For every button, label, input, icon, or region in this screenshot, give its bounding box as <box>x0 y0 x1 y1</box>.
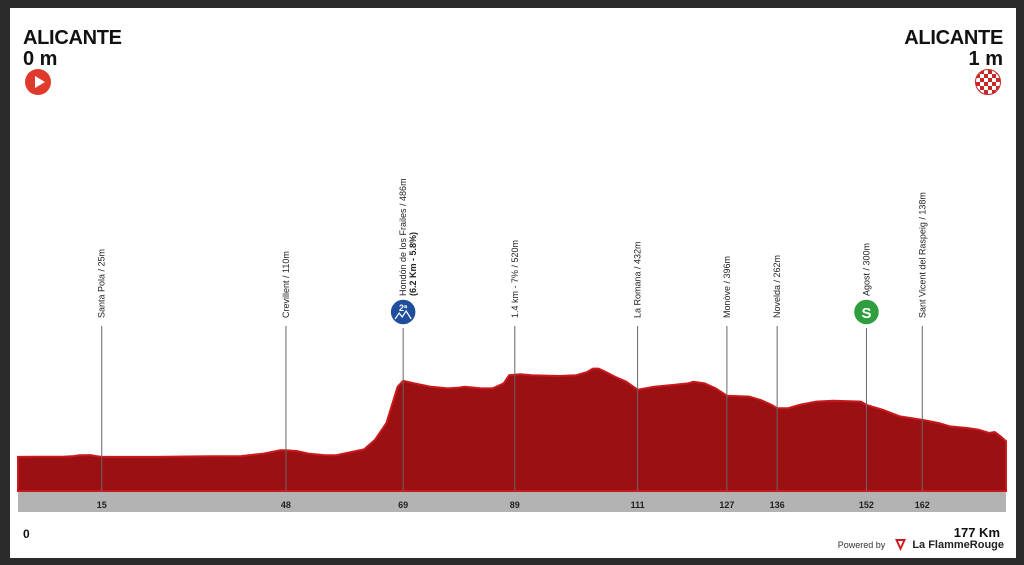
km-tick-label: 152 <box>859 500 874 510</box>
km-start-label: 0 <box>23 527 30 541</box>
km-tick-label: 15 <box>97 500 107 510</box>
marker-label: Monòve / 396m <box>722 256 732 318</box>
km-tick-label: 48 <box>281 500 291 510</box>
badge-text: 2ª <box>399 303 408 313</box>
kom-badge-icon <box>389 298 417 326</box>
marker-label: Sant Vicent del Raspeig / 138m <box>917 192 927 318</box>
brand-name: La FlammeRouge <box>912 539 1004 551</box>
stage-profile: ALICANTE 0 m ALICANTE 1 m Santa Pola / 2… <box>10 8 1016 558</box>
mountain-icon <box>394 309 412 320</box>
km-tick-label: 162 <box>915 500 930 510</box>
marker-label: Hondón de los Frailes / 486m <box>398 178 408 296</box>
marker-label: Crevillent / 110m <box>281 251 291 318</box>
badge-text: S <box>861 305 871 322</box>
marker-label: La Romana / 432m <box>633 241 643 318</box>
km-tick-label: 136 <box>770 500 785 510</box>
marker-label: 1.4 km - 7% / 520m <box>510 240 520 318</box>
start-altitude: 0 m <box>23 48 58 70</box>
km-tick-label: 111 <box>631 500 645 510</box>
km-tick-label: 127 <box>719 500 734 510</box>
km-tick-label: 69 <box>398 500 408 510</box>
elevation-profile-chart: Santa Pola / 25m 15 Crevillent / 110m 48 Hon… <box>17 178 1007 512</box>
finish-location-name: ALICANTE <box>904 27 1003 49</box>
start-play-icon <box>25 69 51 95</box>
la-flamme-rouge-logo-icon <box>895 539 907 551</box>
km-axis-band <box>18 492 1006 512</box>
start-location-name: ALICANTE <box>23 27 122 49</box>
finish-altitude: 1 m <box>968 48 1003 70</box>
marker-sublabel: (6.2 Km - 5.8%) <box>408 232 418 296</box>
marker-label: Agost / 300m <box>861 243 871 296</box>
km-tick-label: 89 <box>510 500 520 510</box>
sprint-badge-icon <box>852 298 881 326</box>
marker-label: Santa Pola / 25m <box>97 249 107 318</box>
finish-checkered-flag-icon <box>975 69 1001 95</box>
km-end-label: 177 Km <box>953 525 1000 540</box>
powered-by-label: Powered by <box>837 540 886 550</box>
powered-by-footer: Powered by La FlammeRouge <box>838 539 1004 551</box>
elevation-area <box>17 367 1007 492</box>
marker-label: Novelda / 262m <box>772 255 782 318</box>
